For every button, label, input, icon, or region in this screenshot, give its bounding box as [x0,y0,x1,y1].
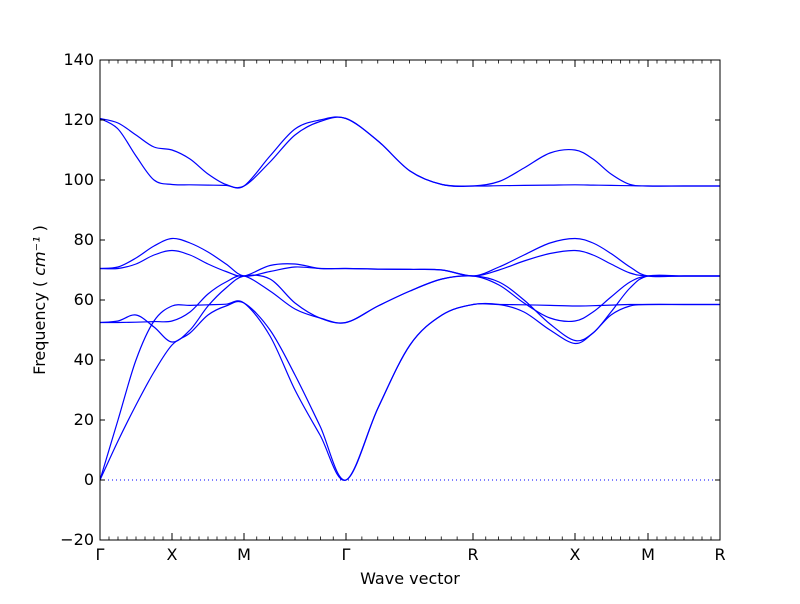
y-tick-label: 140 [63,50,94,69]
y-ticks: −20 0 20 40 60 80 100 120 140 [60,50,720,549]
series-line-3 [100,274,720,343]
y-tick-label: −20 [60,530,94,549]
series-layer [100,116,720,481]
x-tick-label: X [167,545,178,564]
y-tick-label: 20 [74,410,94,429]
series-line-2 [100,300,720,481]
series-line-7 [100,116,720,189]
y-tick-label: 40 [74,350,94,369]
x-tick-label: X [570,545,581,564]
x-tick-label: M [641,545,655,564]
y-tick-label: 80 [74,230,94,249]
y-tick-label: 100 [63,170,94,189]
series-line-6 [100,237,720,278]
y-tick-label: 120 [63,110,94,129]
y-axis-label-text: Frequency [30,292,49,375]
x-axis-label: Wave vector [360,569,460,588]
x-tick-label: M [237,545,251,564]
x-tick-label: R [714,545,725,564]
x-tick-label: Γ [96,545,105,564]
y-axis-label-unit: cm⁻¹ [30,237,49,276]
series-line-8 [100,116,720,189]
series-line-5 [100,249,720,277]
series-line-4 [100,274,720,324]
x-tick-label: Γ [342,545,351,564]
series-line-1 [100,300,720,481]
y-axis-label-unit-open: ( [30,281,49,287]
y-tick-label: 0 [84,470,94,489]
x-tick-label: R [467,545,478,564]
y-axis-label-unit-close: ) [30,225,49,231]
y-axis-label: Frequency ( cm⁻¹ ) [30,225,49,375]
plot-frame [99,59,721,541]
y-tick-label: 60 [74,290,94,309]
